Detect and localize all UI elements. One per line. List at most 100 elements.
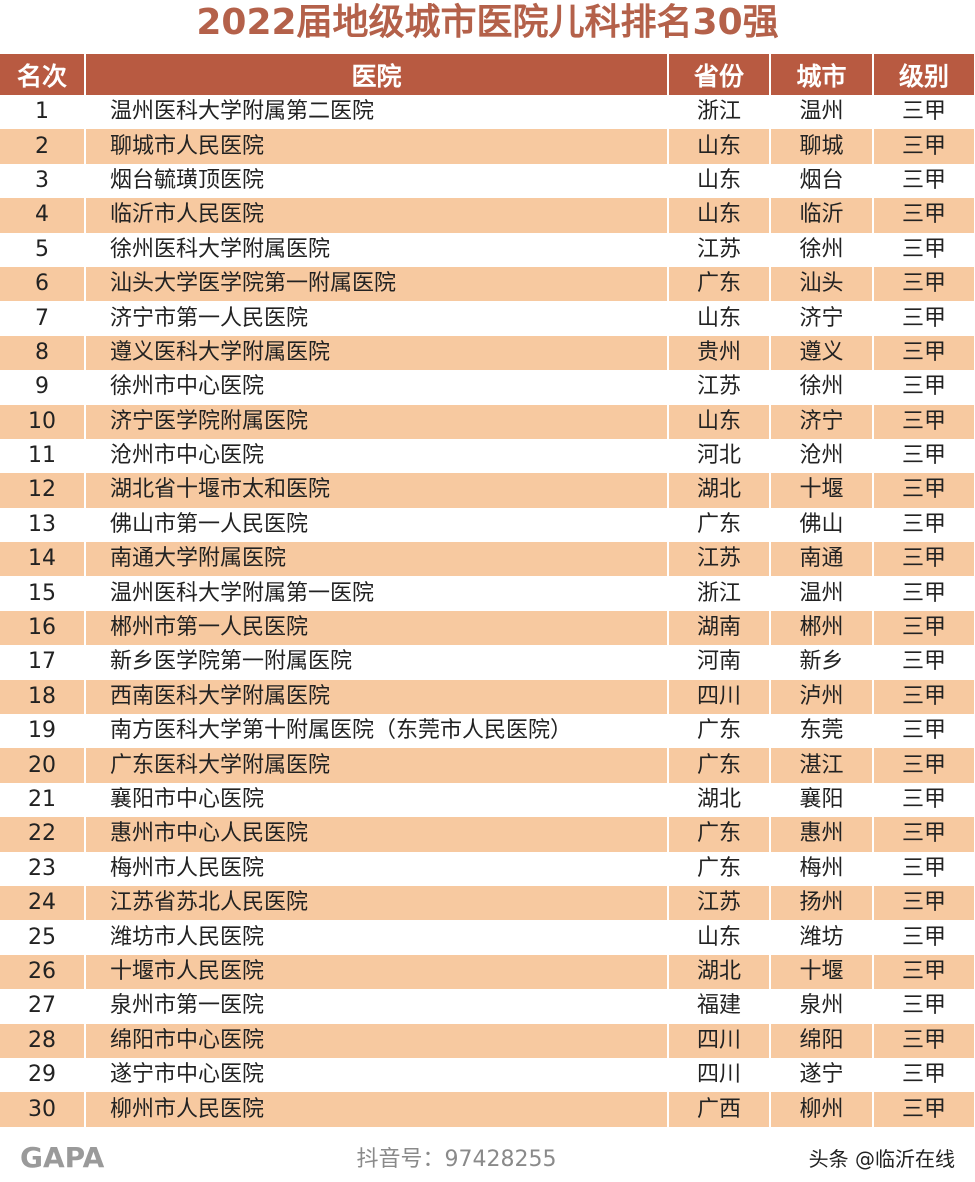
rank-cell: 22 xyxy=(0,817,86,852)
table-row: 8 遵义医科大学附属医院 贵州 遵义 三甲 xyxy=(0,335,975,371)
rank-cell: 16 xyxy=(0,610,86,646)
table-row: 19 南方医科大学第十附属医院（东莞市人民医院） 广东 东莞 三甲 xyxy=(0,714,975,749)
rank-cell: 19 xyxy=(0,714,86,749)
rank-cell: 12 xyxy=(0,473,86,508)
toutiao-watermark: 头条 @临沂在线 xyxy=(808,1146,955,1171)
city-cell: 汕头 xyxy=(770,266,874,302)
city-cell: 泉州 xyxy=(770,989,874,1024)
table-row: 27 泉州市第一医院 福建 泉州 三甲 xyxy=(0,989,975,1024)
city-cell: 遂宁 xyxy=(770,1057,874,1093)
city-cell: 十堰 xyxy=(770,473,874,508)
level-cell: 三甲 xyxy=(873,679,975,715)
province-cell: 山东 xyxy=(668,404,771,439)
city-cell: 济宁 xyxy=(770,404,874,439)
province-cell: 四川 xyxy=(668,1057,771,1093)
level-cell: 三甲 xyxy=(873,266,975,302)
table-row: 28 绵阳市中心医院 四川 绵阳 三甲 xyxy=(0,1023,975,1058)
table-row: 25 潍坊市人民医院 山东 潍坊 三甲 xyxy=(0,920,975,955)
rank-cell: 10 xyxy=(0,404,86,439)
table-row: 13 佛山市第一人民医院 广东 佛山 三甲 xyxy=(0,507,975,543)
province-cell: 福建 xyxy=(668,989,771,1024)
level-cell: 三甲 xyxy=(873,163,975,199)
rank-cell: 3 xyxy=(0,163,86,199)
rank-cell: 14 xyxy=(0,542,86,577)
level-cell: 三甲 xyxy=(873,782,975,818)
level-cell: 三甲 xyxy=(873,748,975,783)
level-cell: 三甲 xyxy=(873,404,975,439)
city-cell: 佛山 xyxy=(770,507,874,543)
hospital-cell: 聊城市人民医院 xyxy=(85,129,669,164)
city-cell: 聊城 xyxy=(770,129,874,164)
level-cell: 三甲 xyxy=(873,989,975,1024)
table-row: 14 南通大学附属医院 江苏 南通 三甲 xyxy=(0,542,975,577)
province-cell: 广东 xyxy=(668,748,771,783)
level-cell: 三甲 xyxy=(873,473,975,508)
hospital-cell: 南方医科大学第十附属医院（东莞市人民医院） xyxy=(85,714,669,749)
level-cell: 三甲 xyxy=(873,370,975,405)
watermark-strip: GAPA 抖音号：97428255 头条 @临沂在线 xyxy=(0,1132,975,1182)
hospital-cell: 南通大学附属医院 xyxy=(85,542,669,577)
level-cell: 三甲 xyxy=(873,1092,975,1127)
level-cell: 三甲 xyxy=(873,954,975,990)
province-cell: 广西 xyxy=(668,1092,771,1127)
hospital-cell: 西南医科大学附属医院 xyxy=(85,679,669,715)
province-cell: 湖北 xyxy=(668,782,771,818)
rank-cell: 15 xyxy=(0,576,86,611)
province-cell: 广东 xyxy=(668,714,771,749)
hospital-cell: 遂宁市中心医院 xyxy=(85,1057,669,1093)
rank-cell: 8 xyxy=(0,335,86,371)
table-row: 10 济宁医学院附属医院 山东 济宁 三甲 xyxy=(0,404,975,439)
province-cell: 江苏 xyxy=(668,885,771,921)
city-cell: 郴州 xyxy=(770,610,874,646)
table-row: 26 十堰市人民医院 湖北 十堰 三甲 xyxy=(0,954,975,990)
province-cell: 湖北 xyxy=(668,954,771,990)
province-cell: 广东 xyxy=(668,507,771,543)
hospital-cell: 遵义医科大学附属医院 xyxy=(85,335,669,371)
province-cell: 贵州 xyxy=(668,335,771,371)
rank-cell: 25 xyxy=(0,920,86,955)
hospital-cell: 徐州市中心医院 xyxy=(85,370,669,405)
province-cell: 江苏 xyxy=(668,542,771,577)
rank-cell: 21 xyxy=(0,782,86,818)
hospital-cell: 温州医科大学附属第二医院 xyxy=(85,95,669,130)
province-cell: 四川 xyxy=(668,1023,771,1058)
table-row: 16 郴州市第一人民医院 湖南 郴州 三甲 xyxy=(0,610,975,646)
city-cell: 新乡 xyxy=(770,645,874,680)
level-cell: 三甲 xyxy=(873,95,975,130)
hospital-cell: 临沂市人民医院 xyxy=(85,198,669,233)
city-cell: 临沂 xyxy=(770,198,874,233)
hospital-cell: 襄阳市中心医院 xyxy=(85,782,669,818)
province-cell: 浙江 xyxy=(668,576,771,611)
hospital-cell: 汕头大学医学院第一附属医院 xyxy=(85,266,669,302)
province-cell: 山东 xyxy=(668,163,771,199)
table-row: 1 温州医科大学附属第二医院 浙江 温州 三甲 xyxy=(0,95,975,130)
hospital-cell: 沧州市中心医院 xyxy=(85,438,669,474)
province-cell: 湖北 xyxy=(668,473,771,508)
rank-cell: 7 xyxy=(0,301,86,336)
table-row: 9 徐州市中心医院 江苏 徐州 三甲 xyxy=(0,370,975,405)
hospital-cell: 湖北省十堰市太和医院 xyxy=(85,473,669,508)
province-cell: 广东 xyxy=(668,266,771,302)
province-cell: 山东 xyxy=(668,129,771,164)
table-row: 4 临沂市人民医院 山东 临沂 三甲 xyxy=(0,198,975,233)
hospital-cell: 济宁医学院附属医院 xyxy=(85,404,669,439)
table-row: 7 济宁市第一人民医院 山东 济宁 三甲 xyxy=(0,301,975,336)
level-cell: 三甲 xyxy=(873,817,975,852)
province-cell: 湖南 xyxy=(668,610,771,646)
level-cell: 三甲 xyxy=(873,610,975,646)
city-cell: 柳州 xyxy=(770,1092,874,1127)
table-row: 12 湖北省十堰市太和医院 湖北 十堰 三甲 xyxy=(0,473,975,508)
rank-cell: 18 xyxy=(0,679,86,715)
province-cell: 河北 xyxy=(668,438,771,474)
rank-cell: 27 xyxy=(0,989,86,1024)
hospital-cell: 泉州市第一医院 xyxy=(85,989,669,1024)
level-cell: 三甲 xyxy=(873,714,975,749)
province-cell: 江苏 xyxy=(668,370,771,405)
hospital-cell: 江苏省苏北人民医院 xyxy=(85,885,669,921)
level-cell: 三甲 xyxy=(873,507,975,543)
table-row: 29 遂宁市中心医院 四川 遂宁 三甲 xyxy=(0,1057,975,1093)
level-cell: 三甲 xyxy=(873,232,975,267)
rank-cell: 9 xyxy=(0,370,86,405)
table-row: 3 烟台毓璜顶医院 山东 烟台 三甲 xyxy=(0,163,975,199)
header-row: 名次 医院 省份 城市 级别 xyxy=(0,54,975,95)
